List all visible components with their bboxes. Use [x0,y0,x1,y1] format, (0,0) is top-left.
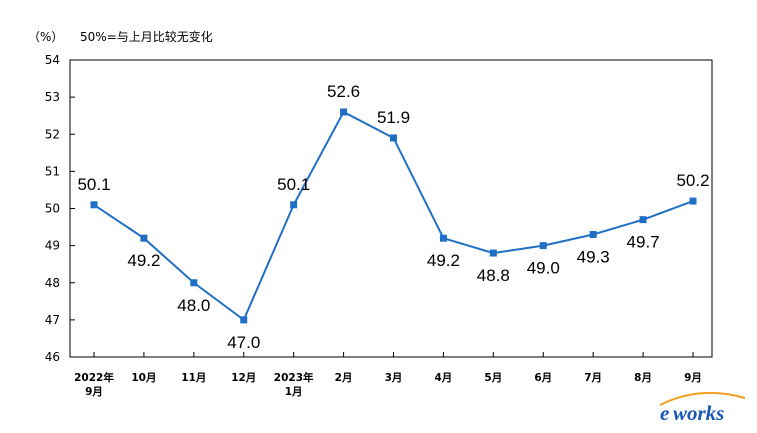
data-label-1: 49.2 [127,251,160,270]
x-tick-label-3-0: 12月 [231,372,256,384]
svg-text:works: works [673,401,724,425]
y-tick-label-49: 49 [45,239,60,253]
data-label-11: 49.7 [627,233,660,252]
x-tick-label-1-0: 10月 [131,372,156,384]
data-label-5: 52.6 [327,82,360,101]
data-point-2 [190,279,198,287]
data-label-2: 48.0 [177,296,210,315]
data-point-4 [290,201,298,209]
data-point-11 [639,216,647,224]
y-tick-label-48: 48 [45,276,60,290]
x-tick-label-12-0: 9月 [684,372,702,384]
x-tick-label-6-0: 3月 [385,372,403,384]
x-axis: 2022年 9月 10月 11月 12月 2023年 1月 2月 3月 4月 5月 6月 7月 8月 9月 [74,352,702,398]
x-tick-label-4-1: 1月 [285,386,303,398]
data-point-7 [439,234,447,242]
x-tick-label-0-1: 9月 [85,386,103,398]
data-label-12: 50.2 [676,171,709,190]
x-tick-label-4-0: 2023年 [274,371,314,384]
data-point-12 [689,197,697,205]
y-axis: 46 47 48 49 50 51 52 53 54 [45,53,75,364]
y-tick-label-52: 52 [45,127,60,141]
baseline-note: 50%=与上月比较无变化 [80,29,213,44]
x-tick-label-0-0: 2022年 [74,371,114,384]
data-point-9 [539,242,547,250]
data-label-10: 49.3 [577,247,610,266]
data-point-6 [390,134,397,142]
data-point-0 [90,201,98,209]
y-tick-label-50: 50 [45,202,60,216]
data-point-8 [489,249,497,257]
x-tick-label-2-0: 11月 [181,372,206,384]
eworks-logo: e works [659,391,746,425]
data-point-1 [140,234,148,242]
svg-text:e: e [660,401,669,425]
data-label-9: 49.0 [527,259,560,278]
plot-frame [69,59,713,358]
data-point-3 [240,316,248,324]
x-tick-label-5-0: 2月 [335,372,353,384]
y-unit-label: （%） [28,30,63,44]
data-label-6: 51.9 [377,108,410,127]
y-tick-label-54: 54 [45,53,60,67]
y-tick-label-53: 53 [45,90,60,104]
data-label-4: 50.1 [277,175,310,194]
series-line-group [90,108,697,324]
x-tick-label-11-0: 8月 [634,372,652,384]
series-line [93,110,694,322]
data-label-0: 50.1 [77,175,110,194]
data-label-7: 49.2 [427,251,460,270]
x-tick-label-8-0: 5月 [484,372,502,384]
x-tick-label-10-0: 7月 [584,372,602,384]
data-label-8: 48.8 [477,266,510,285]
data-point-5 [340,108,348,116]
x-tick-label-9-0: 6月 [534,372,552,384]
y-tick-label-46: 46 [45,350,60,364]
y-tick-label-47: 47 [45,313,60,327]
data-point-10 [589,230,597,238]
data-label-group: 50.1 49.2 48.0 47.0 50.1 52.6 51.9 49.2 48.8 49.0… [77,82,709,352]
data-label-3: 47.0 [227,333,260,352]
y-tick-label-51: 51 [45,164,60,178]
x-tick-label-7-0: 4月 [435,372,453,384]
